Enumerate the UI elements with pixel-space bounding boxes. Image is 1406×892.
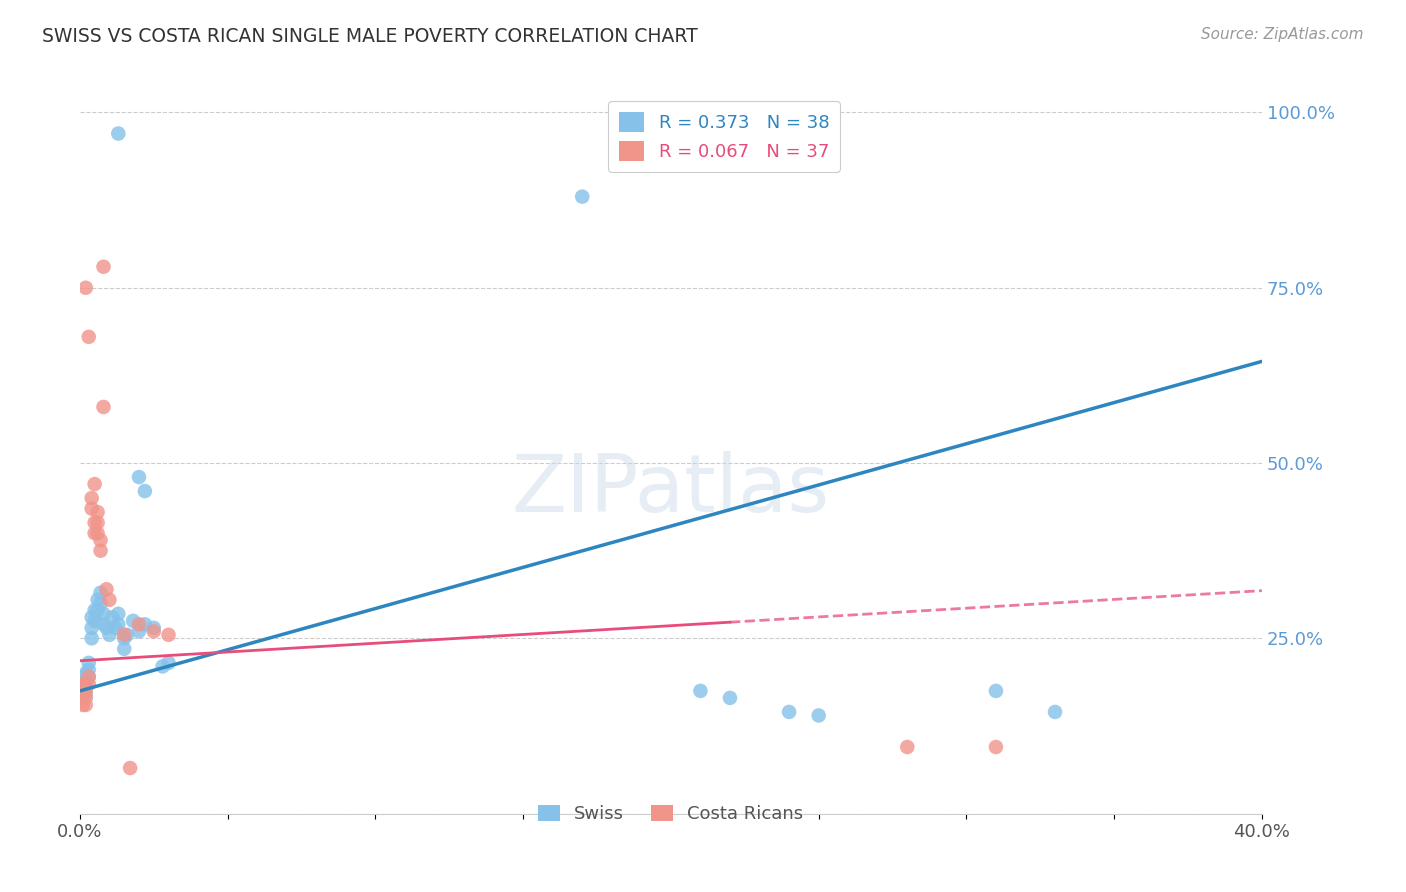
Point xyxy=(112,641,135,656)
Point xyxy=(104,621,127,635)
Point xyxy=(115,628,138,642)
Point xyxy=(807,708,830,723)
Point xyxy=(72,684,94,698)
Point xyxy=(93,617,115,632)
Point xyxy=(984,684,1007,698)
Point xyxy=(90,596,112,610)
Point xyxy=(86,526,108,541)
Point xyxy=(75,677,97,691)
Point xyxy=(152,659,174,673)
Point xyxy=(77,330,100,344)
Point xyxy=(896,739,918,754)
Point xyxy=(778,705,800,719)
Point xyxy=(72,690,94,705)
Point xyxy=(122,614,145,628)
Point xyxy=(75,684,97,698)
Point xyxy=(157,656,180,670)
Point xyxy=(75,698,97,712)
Point xyxy=(120,761,142,775)
Point xyxy=(90,586,112,600)
Point xyxy=(72,690,94,705)
Point xyxy=(142,621,165,635)
Text: Source: ZipAtlas.com: Source: ZipAtlas.com xyxy=(1201,27,1364,42)
Point xyxy=(75,677,97,691)
Point xyxy=(72,684,94,698)
Point xyxy=(1043,705,1066,719)
Point xyxy=(83,526,105,541)
Point xyxy=(112,628,135,642)
Point xyxy=(83,614,105,628)
Point xyxy=(75,690,97,705)
Point xyxy=(96,621,118,635)
Point xyxy=(107,607,129,621)
Point xyxy=(98,628,121,642)
Point xyxy=(984,739,1007,754)
Point xyxy=(80,501,103,516)
Point xyxy=(134,484,156,499)
Point xyxy=(77,670,100,684)
Text: SWISS VS COSTA RICAN SINGLE MALE POVERTY CORRELATION CHART: SWISS VS COSTA RICAN SINGLE MALE POVERTY… xyxy=(42,27,697,45)
Point xyxy=(80,621,103,635)
Point xyxy=(101,610,124,624)
Point xyxy=(107,127,129,141)
Point xyxy=(83,477,105,491)
Point xyxy=(93,607,115,621)
Point xyxy=(72,677,94,691)
Point xyxy=(90,533,112,548)
Point xyxy=(86,516,108,530)
Point xyxy=(90,543,112,558)
Point xyxy=(75,687,97,701)
Point xyxy=(86,603,108,617)
Point xyxy=(157,628,180,642)
Point xyxy=(93,400,115,414)
Point xyxy=(80,491,103,505)
Point xyxy=(80,632,103,646)
Point xyxy=(718,690,741,705)
Point xyxy=(77,670,100,684)
Legend: Swiss, Costa Ricans: Swiss, Costa Ricans xyxy=(531,797,811,830)
Point xyxy=(112,632,135,646)
Point xyxy=(80,610,103,624)
Point xyxy=(86,592,108,607)
Text: ZIPatlas: ZIPatlas xyxy=(512,450,830,529)
Point xyxy=(93,260,115,274)
Point xyxy=(98,592,121,607)
Point xyxy=(86,505,108,519)
Point xyxy=(75,281,97,295)
Point xyxy=(77,663,100,677)
Point xyxy=(689,684,711,698)
Point xyxy=(134,617,156,632)
Point xyxy=(96,582,118,597)
Point xyxy=(128,470,150,484)
Point xyxy=(77,656,100,670)
Point xyxy=(142,624,165,639)
Point xyxy=(72,698,94,712)
Point xyxy=(128,624,150,639)
Point xyxy=(128,617,150,632)
Point xyxy=(75,666,97,681)
Point xyxy=(77,677,100,691)
Point xyxy=(571,189,593,203)
Point xyxy=(72,677,94,691)
Point xyxy=(83,603,105,617)
Point xyxy=(83,516,105,530)
Point xyxy=(107,617,129,632)
Point xyxy=(72,670,94,684)
